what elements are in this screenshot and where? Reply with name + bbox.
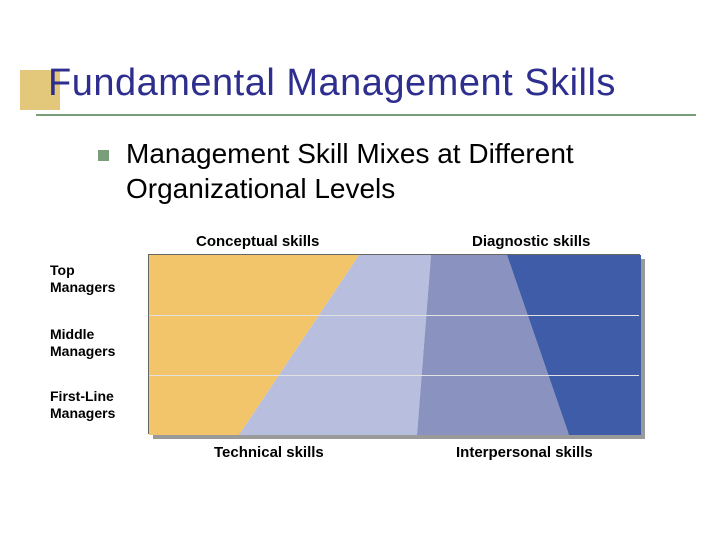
row-label-line: Managers xyxy=(50,343,115,359)
top-label-diagnostic: Diagnostic skills xyxy=(472,233,590,250)
title-rule xyxy=(36,114,696,116)
row-label-line: Managers xyxy=(50,279,115,295)
row-label-middle: Middle Managers xyxy=(50,326,115,360)
row-divider xyxy=(149,375,639,376)
slide: Fundamental Management Skills Management… xyxy=(0,0,720,540)
bottom-label-interpersonal: Interpersonal skills xyxy=(456,444,593,461)
row-label-line: Middle xyxy=(50,326,94,342)
skill-mix-chart xyxy=(148,254,640,434)
bullet-icon xyxy=(98,150,109,161)
row-label-line: Top xyxy=(50,262,75,278)
top-label-conceptual: Conceptual skills xyxy=(196,233,319,250)
bottom-label-technical: Technical skills xyxy=(214,444,324,461)
row-divider xyxy=(149,315,639,316)
row-label-firstline: First-Line Managers xyxy=(50,388,115,422)
row-label-line: First-Line xyxy=(50,388,114,404)
body-text: Management Skill Mixes at Different Orga… xyxy=(126,136,686,206)
chart-svg xyxy=(149,255,641,435)
row-label-top: Top Managers xyxy=(50,262,115,296)
slide-title: Fundamental Management Skills xyxy=(48,62,616,105)
row-label-line: Managers xyxy=(50,405,115,421)
